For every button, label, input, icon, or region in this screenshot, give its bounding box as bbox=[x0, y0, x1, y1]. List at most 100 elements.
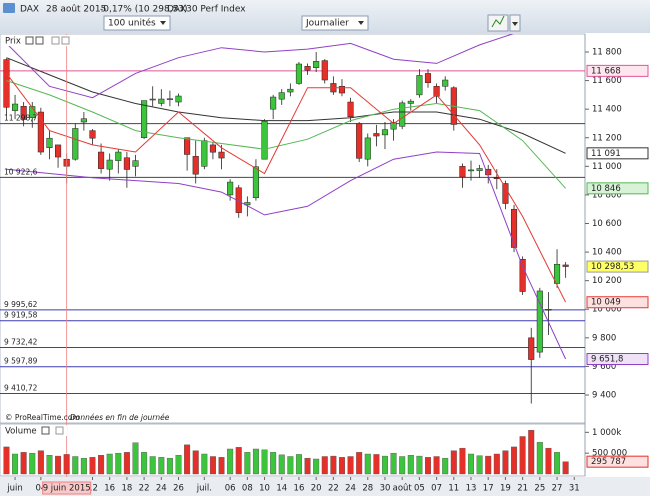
overlay: 11 800 11 600 11 400 11 200 11 000 10 800 10 6… bbox=[3, 34, 649, 495]
candle-body bbox=[201, 140, 208, 167]
value-label-box bbox=[586, 455, 649, 468]
candle-body bbox=[373, 133, 380, 137]
panel-icon[interactable] bbox=[51, 36, 60, 45]
candle-body bbox=[424, 73, 432, 83]
volume-bar bbox=[450, 450, 457, 475]
panel-icon[interactable] bbox=[55, 426, 64, 435]
candle-body bbox=[166, 98, 173, 100]
panel-icon[interactable] bbox=[41, 426, 50, 435]
volume-bar bbox=[227, 448, 234, 475]
volume-bar bbox=[381, 455, 388, 475]
volume-bar bbox=[209, 456, 216, 475]
panel-icon[interactable] bbox=[61, 36, 70, 45]
volume-bar bbox=[106, 453, 113, 475]
panel-title: Volume bbox=[5, 427, 37, 437]
volume-bar bbox=[3, 446, 10, 475]
y-tick-label: 1 000k bbox=[592, 428, 621, 438]
price-panel bbox=[0, 33, 586, 424]
copyright: © ProRealTime.com bbox=[5, 413, 80, 422]
volume-bar bbox=[278, 454, 285, 475]
volume-bar bbox=[511, 446, 518, 475]
chart-type-button[interactable] bbox=[487, 14, 509, 32]
candle-body bbox=[467, 169, 475, 172]
y-tick-label: 10 600 bbox=[592, 219, 622, 229]
candle-body bbox=[115, 151, 122, 161]
candle-body bbox=[132, 160, 139, 167]
volume-bar bbox=[407, 455, 414, 475]
candle-body bbox=[416, 75, 423, 96]
value-label: 295 787 bbox=[591, 457, 626, 467]
volume-bar bbox=[46, 455, 53, 475]
x-tick-label: 31 bbox=[569, 484, 580, 494]
candle-body bbox=[553, 263, 561, 284]
panel-icon[interactable] bbox=[25, 36, 34, 45]
candle-body bbox=[381, 129, 389, 136]
y-tick-label: 11 200 bbox=[592, 133, 622, 143]
x-tick-label: 22 bbox=[139, 484, 150, 494]
volume-bar bbox=[545, 447, 552, 475]
units: 100 unités bbox=[108, 18, 156, 29]
volume-bar bbox=[313, 458, 320, 475]
y-tick-label: 11 800 bbox=[592, 48, 622, 58]
candle-body bbox=[287, 88, 294, 93]
candle-body bbox=[390, 122, 397, 130]
candle-body bbox=[545, 308, 552, 311]
x-tick-label: 30 bbox=[380, 484, 391, 494]
indicator-line bbox=[6, 73, 567, 303]
x-tick-label: 25 bbox=[534, 484, 545, 494]
volume-bar bbox=[295, 454, 302, 475]
volume-bar bbox=[468, 453, 475, 475]
candle-body bbox=[364, 137, 371, 160]
value-label: 10 049 bbox=[591, 298, 621, 308]
volume-bar bbox=[149, 456, 156, 475]
value-label: 11 091 bbox=[591, 149, 621, 159]
volume-bar bbox=[261, 449, 268, 475]
candle-body bbox=[502, 183, 509, 204]
value-label: 11 668 bbox=[591, 66, 621, 76]
candle-body bbox=[175, 95, 182, 103]
x-tick-label: 20 bbox=[311, 484, 322, 494]
volume-bar bbox=[373, 454, 380, 475]
period-dropdown[interactable] bbox=[301, 15, 369, 31]
candle-body bbox=[12, 103, 19, 111]
candle-body bbox=[55, 144, 62, 158]
volume-bar bbox=[141, 452, 148, 475]
x-tick-label: 21 bbox=[517, 484, 528, 494]
y-tick-label: 11 400 bbox=[592, 105, 622, 115]
x-tick-label: 24 bbox=[345, 484, 356, 494]
volume-bar bbox=[201, 453, 208, 475]
x-tick-label: 07 bbox=[431, 484, 442, 494]
value-label: 10 846 bbox=[591, 184, 621, 194]
candle-body bbox=[338, 86, 346, 94]
candle-body bbox=[347, 101, 354, 117]
indicator-line bbox=[6, 151, 567, 360]
cursor-label: 9 juin 2015 bbox=[43, 484, 91, 494]
candle-body bbox=[321, 60, 328, 81]
panel-icon[interactable] bbox=[35, 36, 44, 45]
volume-bar bbox=[80, 457, 87, 475]
volume-bar bbox=[244, 452, 251, 475]
y-tick-label: 9 600 bbox=[592, 362, 616, 372]
volume-bar bbox=[115, 452, 122, 475]
candle-body bbox=[184, 137, 191, 155]
candle-body bbox=[252, 166, 259, 199]
volume-bar bbox=[175, 455, 182, 475]
chart-type-icon bbox=[491, 15, 505, 28]
volume-bar bbox=[485, 455, 492, 475]
y-tick-label: 10 000 bbox=[592, 305, 622, 315]
candle-body bbox=[3, 59, 10, 108]
x-tick-label: 19 bbox=[500, 484, 511, 494]
volume-bar bbox=[399, 456, 406, 475]
value-label-box bbox=[586, 147, 649, 160]
symbol-icon[interactable] bbox=[3, 3, 15, 13]
x-tick-label: juin bbox=[6, 484, 23, 494]
units-dropdown[interactable] bbox=[103, 15, 171, 31]
volume-bar bbox=[562, 461, 569, 475]
x-tick-label: 26 bbox=[173, 484, 184, 494]
volume-bar bbox=[416, 455, 423, 475]
candle-body bbox=[407, 100, 414, 104]
volume-bar bbox=[192, 450, 199, 475]
date: 28 août 2015 bbox=[46, 5, 106, 15]
candle-body bbox=[20, 106, 27, 120]
x-tick-label: 17 bbox=[483, 484, 494, 494]
